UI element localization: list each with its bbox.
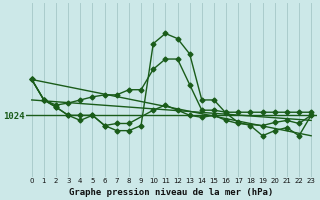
- X-axis label: Graphe pression niveau de la mer (hPa): Graphe pression niveau de la mer (hPa): [69, 188, 274, 197]
